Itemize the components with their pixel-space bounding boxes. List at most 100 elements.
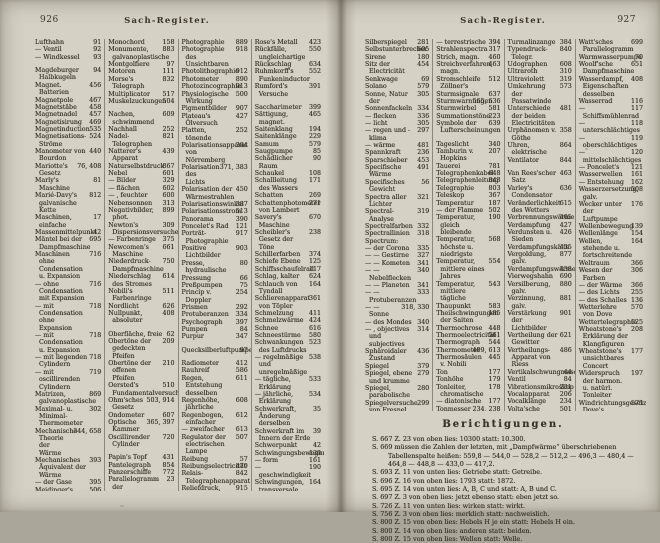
index-entry: Radiometer 412 [182, 360, 248, 367]
entry-page-ref: 716 [89, 280, 102, 288]
index-column: Turmalinzange 384 Typendruck-Telegr. 840 Udo… [503, 39, 575, 411]
entry-page-ref: 190 [308, 464, 321, 472]
index-entry: Rauhreif 586 [182, 367, 248, 374]
entry-page-ref: 608 [559, 61, 572, 69]
entry-label: — tägliche, Erklärung [254, 376, 292, 391]
index-entry: Natterer's Apparat 439 [108, 148, 174, 163]
index-entry: — — Gestirne 327 [365, 252, 429, 259]
entry-label: Vertikalschwungmaschine [507, 368, 575, 376]
index-entry: Tageslicht 340 [436, 141, 500, 148]
index-entry: Panzerschiffe 772 [108, 469, 174, 476]
entry-page-ref: 503, 914 [146, 396, 175, 404]
left-page: 926 Sach-Register. Lufthahn 91— Ventil 92—… [6, 0, 328, 512]
entry-page-ref: 840 [559, 46, 572, 54]
entry-page-ref: 456 [89, 81, 102, 89]
entry-label: Wasserzersetzung, galv. [578, 186, 639, 201]
entry-page-ref: 333 [417, 289, 430, 297]
index-entry: Schiefe Ebene 125 [255, 258, 321, 265]
entry-page-ref: 436 [417, 348, 430, 356]
entry-page-ref: 500 [235, 90, 248, 98]
index-entry: — geschwindigkeit 190 [255, 464, 321, 479]
entry-page-ref: 405 [559, 214, 572, 222]
index-entry: Manometer von Bourdon 440 [35, 148, 101, 163]
index-entry: Ultraviolett 319 [508, 76, 572, 83]
entry-label: — mit liegenden Cylindern [35, 354, 88, 369]
entry-label: Verstärkung der Lichtbilder [507, 309, 547, 332]
entry-label: Panzerschiffe [108, 469, 152, 477]
entry-page-ref: 393 [89, 457, 102, 465]
entry-page-ref: 371, 383 [219, 164, 248, 172]
entry-label: Niederschlag des Stromes [108, 273, 152, 288]
entry-label: — , feuchter [108, 192, 148, 200]
entry-label: Optische Kammer [108, 418, 140, 434]
entry-page-ref: 602 [162, 184, 175, 192]
entry-page-ref: 842 [235, 470, 248, 478]
entry-page-ref: 611 [235, 374, 248, 382]
entry-label: Tauerei [436, 162, 461, 170]
index-entry: Reliefdruck, photogr. 915 [182, 485, 248, 491]
index-entry: Samum 579 [255, 141, 321, 148]
entry-label: Wetterlehre von Dove [578, 303, 617, 319]
entry-page-ref: 535 [89, 125, 102, 133]
entry-label: Weltraum [578, 259, 610, 267]
entry-page-ref: 238 [308, 228, 321, 236]
index-entry: Vertikalschwungmaschine44 [507, 368, 575, 376]
entry-page-ref: 543 [488, 280, 501, 288]
entry-label: — der Wärme [578, 281, 623, 289]
index-entry: Wellen, stehende u. fortschreitende 164 [579, 238, 643, 260]
entry-label: Schneestürme [254, 332, 301, 340]
entry-label: — mit Condensation ohne Expansion [35, 302, 83, 332]
index-entry: Obertöne der gedeckten Pfeifen 209 [108, 338, 174, 360]
index-entry: Thermoelectricität 561 [436, 332, 500, 339]
entry-label: Sturmsignale [436, 90, 479, 98]
entry-label: — geschwindigkeit [254, 464, 311, 479]
entry-page-ref: 119 [630, 134, 643, 142]
entry-label: Volta'sche Säule [507, 405, 540, 411]
entry-label: Ultraviolett [507, 75, 545, 83]
entry-label: Reibung [181, 455, 209, 463]
entry-page-ref: 570 [630, 303, 643, 311]
index-entry: Tamburin v. Hopkins 207 [436, 148, 500, 163]
entry-label: Stromschleife Zöllner's [436, 75, 481, 91]
entry-page-ref: 408 [630, 75, 643, 83]
correction-item: S. 693 Z. 11 von unten lies: Getriebe st… [372, 468, 543, 477]
entry-label: Saitenklänge [254, 133, 297, 141]
entry-page-ref: 457 [89, 111, 102, 119]
entry-label: Nullpunkt, absoluter [108, 309, 143, 325]
correction-item: S. 695 Z. 14 von unten lies: A, B, C und… [372, 484, 557, 493]
entry-page-ref: 299 [417, 399, 430, 407]
index-entry: — der Gase 395 [35, 479, 101, 486]
entry-label: Natterer's Apparat [108, 148, 142, 163]
entry-label: Theilschwingungen der Saiten [436, 309, 499, 325]
left-page-title: Sach-Register. [124, 16, 210, 26]
entry-label: Schallleitung des Wassers [254, 177, 298, 192]
index-entry: Marié-Davy's galvanische Kette 812 [35, 192, 101, 214]
index-entry: Monochord 158 [108, 39, 174, 46]
entry-page-ref: 634 [308, 61, 321, 69]
entry-label: Photographie des Unsichtbaren [181, 46, 229, 69]
entry-label: Newton's Dispersionsversuche [108, 221, 178, 236]
entry-label: Van Rees'scher Satz [507, 170, 557, 185]
entry-page-ref: 139 [308, 449, 321, 457]
index-entry: Telegraphenleitung 843 [436, 177, 500, 184]
entry-page-ref: 92 [93, 46, 102, 54]
entry-label: Marié-Davy's galvanische Kette [35, 192, 77, 214]
entry-label: Obertöne der offenen Pfeifen [108, 360, 152, 382]
right-page: Sach-Register. 927 Silberspiegel 281 Selbs… [352, 0, 654, 543]
correction-item: S. 696 Z. 16 von oben lies: 1793 statt: … [372, 476, 516, 485]
index-entry: Van Rees'scher Satz 463 [508, 170, 572, 185]
entry-page-ref: 501 [559, 405, 572, 411]
entry-page-ref: 612 [235, 411, 248, 419]
index-entry: Maschinen ohne Condensation u. Expansion… [35, 251, 101, 280]
index-entry: Wellenlänge 154 [579, 230, 643, 237]
entry-label: Pigmentbilder [181, 105, 227, 113]
entry-page-ref: 510 [162, 382, 175, 390]
entry-label: Schlauch von Tyndall [254, 280, 298, 295]
entry-label: Photolithographie [181, 68, 239, 76]
entry-page-ref: 162 [630, 178, 643, 186]
entry-page-ref: 890 [235, 75, 248, 83]
entry-page-ref: 605 [417, 46, 430, 54]
entry-label: Multiplicator [108, 90, 150, 98]
entry-page-ref: 524 [89, 133, 102, 141]
entry-page-ref: 448 [488, 324, 501, 332]
